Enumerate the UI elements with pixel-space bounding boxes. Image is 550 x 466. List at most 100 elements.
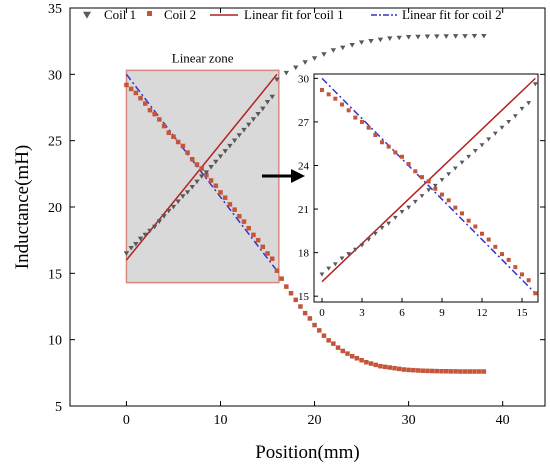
- coil1-point: [406, 205, 412, 210]
- coil1-point: [123, 251, 130, 256]
- coil1-point: [213, 159, 219, 165]
- coil2-point: [161, 123, 167, 129]
- coil2-point: [293, 297, 298, 303]
- coil1-point: [128, 245, 134, 251]
- coil1-point: [137, 236, 144, 242]
- coil2-fit-line: [125, 73, 278, 272]
- coil2-point: [380, 140, 384, 145]
- coil1-point: [424, 34, 431, 40]
- coil1-point: [246, 122, 252, 128]
- coil2-point: [326, 92, 331, 97]
- coil2-point: [426, 179, 431, 184]
- coil2-point: [396, 366, 402, 372]
- coil2-point: [413, 169, 418, 174]
- y-tick-label: 10: [48, 334, 62, 349]
- inset-y-tick-label: 30: [298, 73, 310, 85]
- coil2-point: [453, 369, 458, 374]
- coil2-point: [222, 195, 228, 200]
- coil2-point: [526, 278, 531, 283]
- inset-y-tick-label: 24: [298, 160, 310, 172]
- coil1-point: [208, 165, 214, 170]
- coil1-point: [293, 65, 299, 71]
- coil1-point: [368, 39, 374, 44]
- coil2-point: [481, 369, 487, 374]
- coil1-point: [236, 133, 243, 138]
- coil2-point: [312, 322, 317, 328]
- coil1-point: [332, 262, 338, 267]
- x-tick-label: 20: [308, 413, 322, 428]
- coil2-point: [364, 359, 369, 365]
- coil2-point: [382, 364, 388, 370]
- coil2-point: [486, 237, 491, 242]
- coil1-point: [439, 178, 445, 183]
- coil1-point: [352, 247, 358, 252]
- coil1-point: [349, 42, 355, 48]
- inset-arrow: [262, 169, 305, 183]
- coil1-point: [481, 33, 487, 39]
- y-tick-label: 25: [48, 135, 62, 150]
- coil1-point: [166, 208, 172, 214]
- coil1-point: [526, 101, 532, 106]
- coil2-point: [506, 257, 511, 262]
- coil1-point: [217, 154, 224, 160]
- coil1-point: [415, 34, 421, 40]
- coil1-point: [255, 111, 261, 117]
- coil1-point: [175, 199, 181, 205]
- coil2-point: [307, 316, 313, 321]
- coil1-point: [519, 106, 525, 112]
- coil1-point: [412, 199, 418, 204]
- coil2-point: [288, 290, 294, 296]
- coil1-point: [379, 226, 385, 231]
- coil1-point: [339, 256, 345, 261]
- coil2-point: [433, 186, 438, 191]
- coil2-point: [124, 82, 129, 88]
- coil1-point: [443, 34, 449, 39]
- coil2-point: [472, 369, 477, 374]
- coil2-point: [378, 363, 383, 369]
- coil2-point: [349, 354, 355, 359]
- coil1-point: [452, 166, 458, 171]
- coil1-point: [358, 40, 365, 45]
- coil2-point: [320, 87, 324, 92]
- coil1-point: [512, 114, 518, 119]
- coil2-point: [279, 276, 284, 281]
- coil2-point: [476, 369, 482, 374]
- coil1-point: [426, 188, 432, 193]
- coil2-point: [400, 154, 404, 159]
- coil2-point: [142, 101, 148, 106]
- coil2-point: [520, 272, 524, 277]
- coil2-point: [147, 107, 153, 113]
- coil1-point: [452, 34, 459, 39]
- coil2-point: [346, 108, 351, 113]
- x-tick-label: 10: [213, 413, 227, 428]
- coil2-point: [387, 365, 393, 370]
- linear-zone-label: Linear zone: [172, 50, 234, 65]
- coil1-point: [377, 37, 384, 43]
- coil1-point: [142, 232, 148, 238]
- coil2-point: [366, 125, 371, 130]
- coil2-point: [425, 368, 430, 374]
- inset-y-tick-label: 15: [298, 291, 310, 303]
- coil1-point: [405, 35, 412, 40]
- legend: Coil 1 Coil 2 Linear fit for coil 1 Linear …: [83, 7, 502, 22]
- coil2-point: [317, 328, 322, 333]
- coil1-point: [189, 184, 195, 190]
- coil2-point: [453, 205, 458, 210]
- coil2-point: [429, 368, 435, 374]
- coil1-point: [133, 241, 139, 247]
- coil2-point: [406, 367, 411, 373]
- coil2-point: [251, 232, 256, 238]
- coil1-point: [321, 52, 327, 57]
- coil2-point: [443, 368, 449, 374]
- coil2-point: [440, 192, 444, 197]
- coil2-point: [274, 268, 280, 273]
- coil2-point: [420, 175, 424, 180]
- inset-x-tick-label: 6: [399, 307, 405, 319]
- coil1-point: [459, 160, 465, 165]
- coil2-point: [227, 202, 233, 207]
- coil2-point: [128, 86, 134, 92]
- coil1-point: [399, 210, 405, 215]
- coil2-point: [493, 244, 498, 249]
- coil2-point: [446, 198, 451, 203]
